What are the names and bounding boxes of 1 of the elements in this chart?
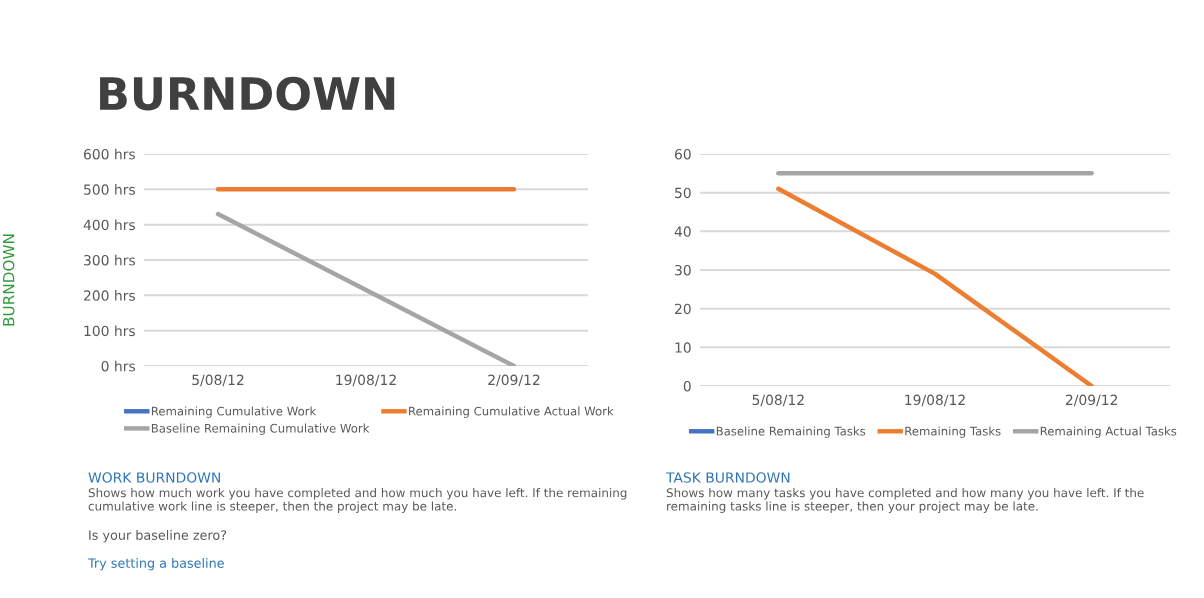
text: BURNDOWN [100, 76, 395, 111]
